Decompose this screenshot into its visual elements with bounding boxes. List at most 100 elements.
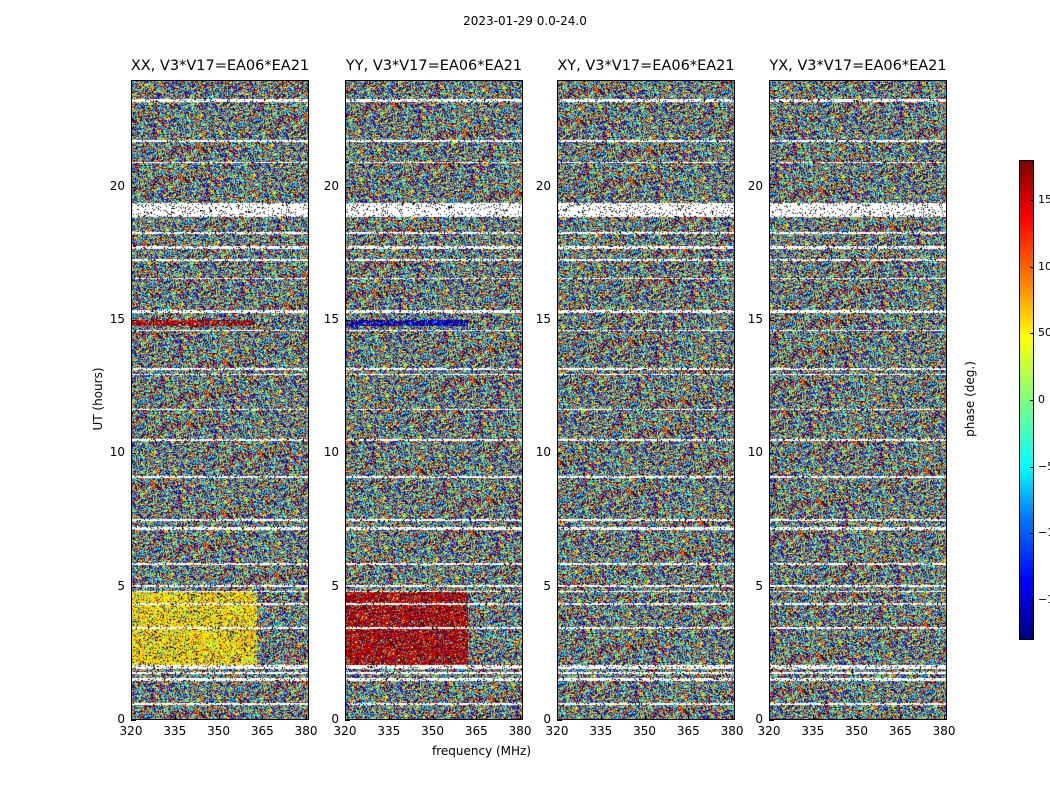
colorbar-tick-mark (1030, 466, 1034, 468)
colorbar-tick-label: 150 (1038, 193, 1050, 206)
colorbar-label: phase (deg.) (963, 361, 977, 437)
x-tick-label: 350 (207, 724, 230, 738)
x-tick-label: 320 (757, 724, 781, 738)
y-tick-label: 20 (747, 178, 763, 193)
x-tick-mark (388, 715, 390, 720)
x-tick-mark (345, 715, 346, 720)
phase-panel (131, 80, 309, 720)
y-tick-label: 15 (109, 312, 125, 326)
x-tick-label: 350 (421, 724, 444, 738)
y-axis-label: UT (hours) (91, 367, 105, 431)
x-tick-label: 320 (333, 724, 357, 738)
x-tick-mark (732, 715, 734, 720)
x-tick-mark (900, 715, 902, 720)
x-tick-label: 335 (589, 724, 613, 738)
y-tick-mark (345, 186, 350, 188)
phase-panel (769, 80, 947, 720)
x-tick-mark (812, 715, 814, 720)
x-tick-mark (644, 715, 646, 720)
y-tick-label: 10 (747, 445, 763, 460)
x-tick-label: 380 (932, 724, 956, 738)
colorbar-tick-label: 50 (1038, 326, 1050, 340)
x-tick-label: 380 (294, 724, 318, 738)
y-tick-label: 15 (323, 312, 339, 326)
x-tick-mark (944, 715, 946, 720)
y-tick-mark (131, 586, 136, 588)
phase-heatmap (769, 80, 947, 720)
x-tick-label: 380 (720, 724, 744, 738)
y-tick-mark (345, 320, 350, 321)
phase-panel (345, 80, 523, 720)
colorbar-tick-mark (1030, 266, 1034, 268)
y-tick-mark (345, 453, 350, 455)
x-tick-label: 335 (377, 724, 401, 738)
phase-heatmap (345, 80, 523, 720)
x-tick-mark (476, 715, 478, 720)
x-tick-mark (600, 715, 602, 720)
y-tick-label: 0 (117, 712, 125, 726)
panel-title: XY, V3*V17=EA06*EA21 (557, 58, 735, 74)
y-tick-label: 10 (535, 445, 551, 460)
x-tick-label: 380 (508, 724, 532, 738)
x-tick-mark (432, 715, 434, 720)
panel-title: XX, V3*V17=EA06*EA21 (130, 58, 310, 74)
y-tick-mark (769, 453, 774, 455)
phase-panel (557, 80, 735, 720)
x-axis-label: frequency (MHz) (432, 744, 532, 758)
y-tick-label: 15 (535, 312, 551, 326)
figure-title: 2023-01-29 0.0-24.0 (463, 14, 587, 28)
y-tick-label: 10 (323, 445, 339, 460)
y-tick-label: 5 (117, 578, 125, 593)
y-tick-mark (557, 320, 562, 321)
y-tick-mark (769, 720, 774, 721)
y-tick-mark (557, 453, 562, 455)
y-tick-label: 5 (755, 578, 763, 593)
y-tick-mark (769, 320, 774, 321)
x-tick-label: 320 (119, 724, 143, 738)
x-tick-label: 335 (801, 724, 825, 738)
y-tick-label: 20 (535, 178, 551, 193)
colorbar-tick-label: −50 (1038, 459, 1050, 473)
y-tick-label: 15 (747, 312, 763, 326)
y-tick-label: 20 (323, 178, 339, 193)
colorbar-tick-mark (1030, 600, 1034, 601)
y-tick-mark (131, 186, 136, 188)
colorbar-tick-label: 100 (1038, 259, 1050, 273)
x-tick-label: 365 (250, 724, 274, 738)
x-tick-mark (131, 715, 132, 720)
x-tick-mark (262, 715, 264, 720)
y-tick-mark (769, 586, 774, 588)
y-tick-mark (131, 453, 136, 455)
y-tick-mark (557, 586, 562, 588)
y-tick-mark (769, 186, 774, 188)
y-tick-mark (131, 320, 136, 321)
x-tick-mark (557, 715, 558, 720)
colorbar-tick-mark (1030, 333, 1034, 335)
colorbar-tick-mark (1030, 400, 1034, 401)
phase-heatmap (557, 80, 735, 720)
y-tick-label: 5 (331, 578, 339, 593)
y-tick-mark (345, 586, 350, 588)
colorbar-tick-label: 0 (1038, 393, 1045, 406)
x-tick-mark (520, 715, 522, 720)
y-tick-mark (345, 720, 350, 721)
x-tick-mark (174, 715, 176, 720)
y-tick-mark (131, 720, 136, 721)
x-tick-label: 350 (845, 724, 868, 738)
y-tick-label: 0 (755, 712, 763, 726)
x-tick-label: 365 (464, 724, 488, 738)
x-tick-mark (769, 715, 770, 720)
x-tick-mark (856, 715, 858, 720)
x-tick-mark (218, 715, 220, 720)
y-tick-label: 10 (109, 445, 125, 460)
x-tick-label: 365 (676, 724, 700, 738)
x-tick-label: 320 (545, 724, 569, 738)
y-tick-label: 5 (543, 578, 551, 593)
colorbar-tick-label: −150 (1038, 593, 1050, 606)
y-tick-label: 0 (331, 712, 339, 726)
panel-title: YY, V3*V17=EA06*EA21 (345, 58, 523, 74)
x-tick-label: 335 (163, 724, 187, 738)
colorbar-tick-label: −100 (1038, 526, 1050, 540)
x-tick-label: 350 (633, 724, 656, 738)
